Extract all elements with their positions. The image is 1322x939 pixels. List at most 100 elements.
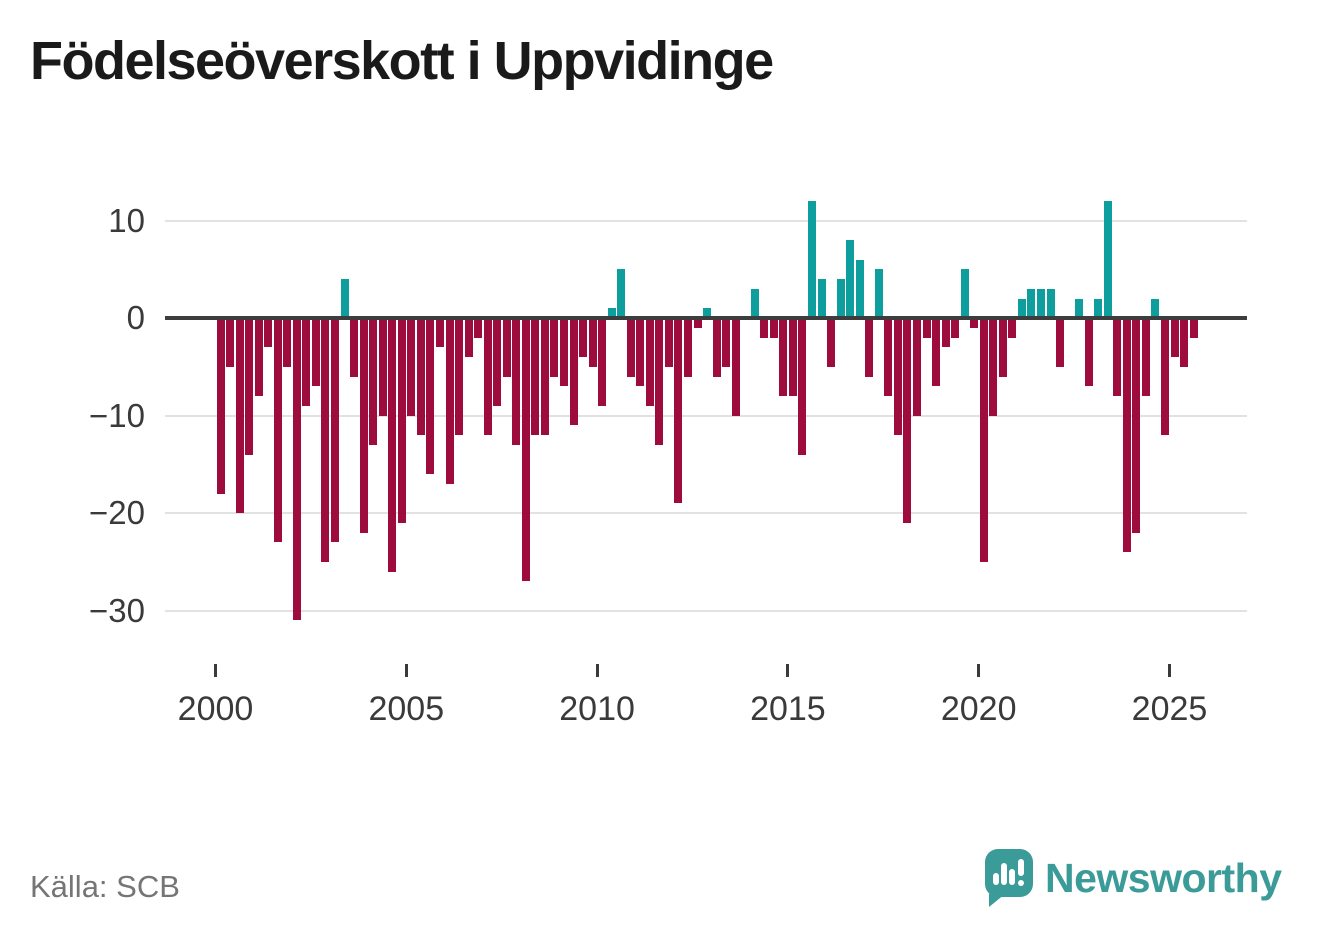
x-tick-label: 2005 [368,690,445,728]
logo-speech-bubble-icon [985,849,1033,897]
bar-2012-Q3 [693,318,702,328]
bar-2023-Q1 [1094,298,1103,318]
bar-2007-Q3 [502,318,511,377]
bar-2001-Q3 [273,318,282,543]
bar-2005-Q1 [407,318,416,416]
bar-2023-Q2 [1103,201,1112,318]
bar-2022-Q4 [1084,318,1093,387]
bar-2012-Q2 [684,318,692,377]
bar-2010-Q2 [607,308,616,319]
y-tick-label: 10 [108,201,145,239]
bar-2005-Q3 [426,318,435,474]
logo-chart-bar-icon [993,873,999,885]
bar-2024-Q3 [1151,298,1160,318]
logo-wordmark: Newsworthy [1045,855,1282,901]
bar-2014-Q2 [760,318,769,338]
source-label: Källa: SCB [30,869,180,904]
bar-2003-Q1 [331,318,339,543]
bar-2008-Q3 [540,318,549,435]
y-tick-label: 0 [126,299,145,336]
logo-bubble-tail [989,894,1005,907]
bar-2020-Q4 [1008,318,1017,338]
bar-2016-Q3 [846,240,855,318]
bar-2008-Q4 [550,318,559,377]
x-tick-mark [786,664,790,677]
bar-2024-Q2 [1141,318,1150,396]
y-gridline [165,609,1247,612]
bar-2019-Q2 [951,318,960,338]
bar-2011-Q4 [664,318,673,367]
bar-2010-Q1 [598,318,607,406]
bar-2013-Q2 [722,318,731,367]
y-tick-label: −20 [89,494,145,531]
bar-2018-Q3 [922,318,931,338]
bar-2025-Q1 [1170,318,1179,357]
x-tick-mark [595,664,599,677]
bar-2014-Q4 [779,318,788,396]
bar-2018-Q1 [903,318,912,523]
bar-2000-Q3 [235,318,244,513]
x-tick-label: 2015 [750,690,826,728]
bar-2005-Q4 [435,318,444,348]
bar-2003-Q3 [350,318,359,377]
bar-2019-Q3 [960,269,969,319]
bar-2020-Q2 [989,318,998,416]
bar-2002-Q1 [292,318,301,621]
bar-2021-Q4 [1046,288,1055,319]
bar-2012-Q1 [674,318,683,504]
bar-2004-Q3 [388,318,397,572]
bar-2013-Q3 [731,318,740,416]
bar-2007-Q4 [512,318,521,445]
bar-2012-Q4 [703,308,711,319]
bar-2009-Q3 [579,318,587,357]
bar-2024-Q4 [1161,318,1169,435]
bar-2000-Q2 [226,318,234,367]
logo-exclamation-dot-icon [1018,880,1024,886]
bar-2004-Q4 [397,318,406,523]
bar-2025-Q3 [1189,318,1198,338]
bar-2006-Q3 [464,318,473,357]
bar-2010-Q4 [626,318,635,377]
bar-2023-Q4 [1122,318,1131,552]
bar-2003-Q4 [359,318,368,533]
bar-2015-Q4 [817,279,826,318]
bar-2015-Q2 [798,318,807,455]
bar-2002-Q3 [311,318,320,387]
x-tick-mark [1168,664,1171,677]
bar-2017-Q3 [884,318,893,396]
x-tick-label: 2010 [559,690,635,728]
bar-2007-Q2 [493,318,502,406]
x-tick-label: 2000 [177,690,254,728]
y-gridline [165,219,1247,222]
plot-area [165,195,1247,660]
bar-2000-Q1 [216,318,225,494]
bar-2009-Q4 [588,318,597,367]
logo-chart-bar-icon [1009,869,1015,885]
y-tick-label: −30 [89,591,145,629]
bar-2022-Q1 [1056,318,1064,367]
bar-2014-Q1 [750,288,759,319]
y-gridline [165,512,1247,514]
bar-2018-Q2 [912,318,921,416]
bar-2013-Q1 [712,318,721,377]
bar-2002-Q4 [321,318,330,562]
bar-2020-Q3 [998,318,1007,377]
bar-2007-Q1 [483,318,492,435]
bar-2016-Q4 [855,259,864,318]
bar-2006-Q2 [455,318,463,435]
bar-2021-Q1 [1017,298,1026,318]
bar-2004-Q2 [378,318,387,416]
bar-2005-Q2 [416,318,425,435]
bar-2014-Q3 [769,318,778,338]
bar-2017-Q4 [893,318,902,435]
bar-2022-Q3 [1075,298,1084,318]
zero-line [165,316,1247,320]
x-tick-mark [214,664,217,677]
x-tick-label: 2025 [1131,690,1208,728]
x-tick-label: 2020 [940,690,1017,728]
bar-2011-Q1 [636,318,645,387]
bar-2002-Q2 [302,318,311,406]
bar-2019-Q1 [941,318,950,348]
bar-2008-Q2 [531,318,540,435]
